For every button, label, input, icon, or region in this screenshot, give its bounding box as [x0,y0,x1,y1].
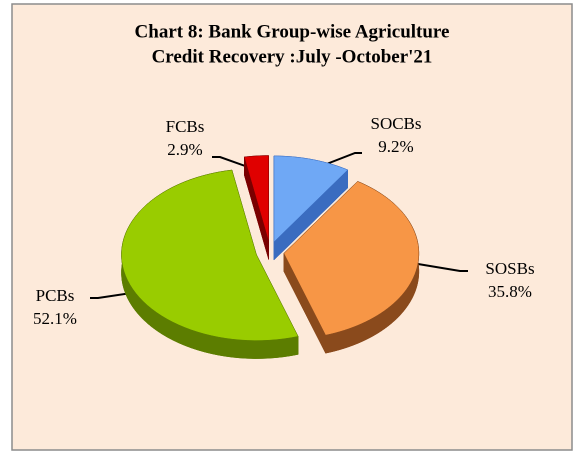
leader-line [90,292,132,299]
slice-label: FCBs [166,117,205,136]
slice [121,169,299,341]
slice-value: 35.8% [488,282,532,301]
slice [283,181,420,336]
leader-line [417,263,468,272]
slice [243,155,269,242]
slice-label: SOCBs [370,114,421,133]
chart-title: Credit Recovery :July -October'21 [152,46,433,67]
slice-value: 52.1% [33,309,77,328]
slice [273,155,349,243]
slice-label: SOSBs [485,259,534,278]
chart-title: Chart 8: Bank Group-wise Agriculture [135,21,450,42]
slice-value: 9.2% [378,137,413,156]
slice-label: PCBs [36,286,75,305]
slice-value: 2.9% [167,140,202,159]
